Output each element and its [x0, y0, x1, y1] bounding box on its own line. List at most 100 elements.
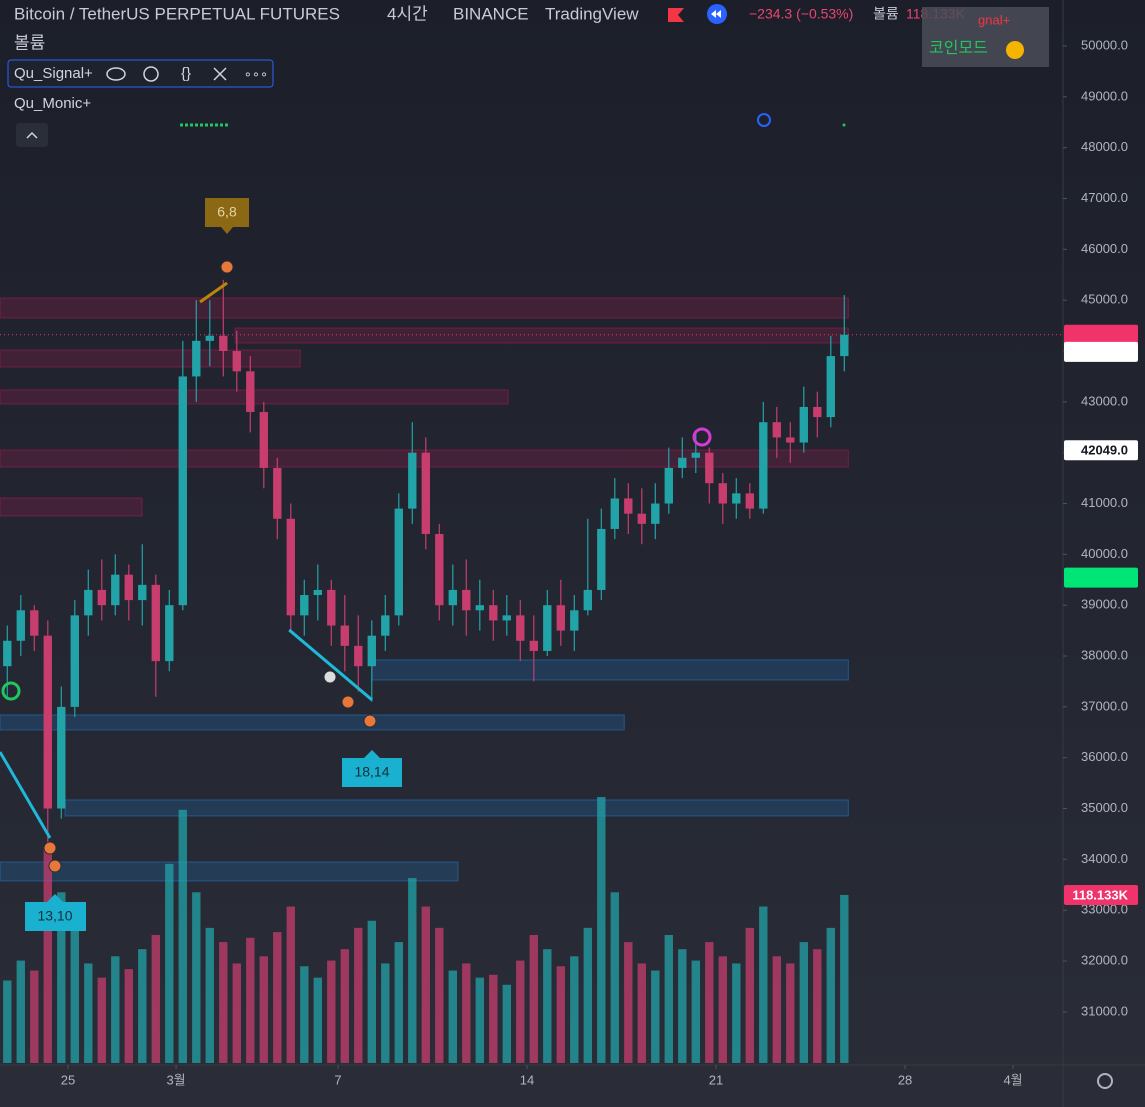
candle-body — [178, 376, 187, 606]
zone — [0, 297, 849, 319]
volume-bar — [151, 934, 160, 1063]
volume-bar — [394, 942, 403, 1063]
volume-bar — [448, 970, 457, 1063]
more-icon[interactable]: ∘∘∘ — [244, 66, 268, 81]
candle-body — [624, 498, 633, 514]
indicator-name[interactable]: Qu_Monic+ — [14, 95, 91, 112]
price-badge — [1064, 324, 1138, 345]
collapse-button[interactable] — [16, 123, 48, 147]
collapse-arrow — [26, 131, 38, 139]
candle-body — [475, 605, 484, 611]
candle-body — [16, 610, 25, 641]
candle-body — [718, 483, 727, 504]
zone — [0, 497, 143, 517]
candle-body — [705, 452, 714, 484]
flag-icon[interactable] — [668, 8, 684, 22]
candle-body — [556, 605, 565, 631]
x-tick-label: 3월 — [166, 1072, 185, 1087]
candle-body — [840, 334, 849, 357]
volume-bar — [111, 956, 120, 1063]
volume-bar — [556, 966, 565, 1063]
volume-bar — [286, 906, 295, 1063]
candle-body — [246, 371, 255, 413]
source-icon[interactable]: {} — [181, 65, 191, 82]
candle-body — [165, 605, 174, 662]
candle-body — [826, 356, 835, 418]
candle-body — [313, 589, 322, 596]
volume-bar — [516, 960, 525, 1063]
exchange: BINANCE — [453, 4, 529, 23]
volume-bar — [718, 956, 727, 1063]
zone — [234, 327, 849, 344]
volume-bar — [30, 970, 39, 1063]
volume-bar — [16, 960, 25, 1063]
volume-bar — [705, 942, 714, 1063]
volume-bar — [70, 927, 79, 1063]
pane-label: 볼륨 — [14, 33, 45, 52]
plot-area — [0, 279, 1063, 1063]
indicator-name[interactable]: Qu_Signal+ — [14, 65, 93, 82]
y-tick-label: 37000.0 — [1081, 698, 1128, 713]
y-tick-label: 35000.0 — [1081, 800, 1128, 815]
volume-bar — [840, 894, 849, 1063]
y-tick-label: 46000.0 — [1081, 241, 1128, 256]
zone — [0, 714, 625, 731]
medal-icon — [48, 859, 62, 873]
volume-label: 볼륨 — [873, 6, 899, 22]
candle-body — [583, 589, 592, 611]
volume-bar — [367, 920, 376, 1063]
candle-body — [786, 437, 795, 443]
annotation-box — [25, 894, 86, 931]
y-tick-label: 43000.0 — [1081, 393, 1128, 408]
candle-body — [286, 518, 295, 616]
y-tick-label: 34000.0 — [1081, 851, 1128, 866]
x-tick-label: 25 — [61, 1072, 75, 1087]
volume-bar — [97, 977, 106, 1063]
trendline — [199, 281, 228, 304]
candle-body — [30, 610, 39, 636]
candle-body — [219, 335, 228, 352]
zone — [0, 349, 301, 368]
medals — [43, 260, 377, 873]
volume-bar — [489, 974, 498, 1063]
candle-body — [489, 605, 498, 621]
signal-circle — [757, 113, 771, 127]
candle-body — [664, 467, 673, 504]
interval[interactable]: 4시간 — [387, 4, 428, 23]
volume-bar — [340, 949, 349, 1063]
candle-body — [394, 508, 403, 616]
candle-body — [138, 584, 147, 601]
candle-body — [637, 513, 646, 524]
candle-body — [759, 422, 768, 509]
indicator-box[interactable] — [7, 59, 274, 88]
volume-bar — [300, 966, 309, 1063]
volume-bar — [192, 892, 201, 1063]
volume-bar — [219, 942, 228, 1063]
eye-icon[interactable] — [106, 67, 126, 81]
remove-icon[interactable] — [213, 67, 227, 81]
volume-bar — [381, 963, 390, 1063]
y-tick-label: 36000.0 — [1081, 749, 1128, 764]
y-tick-label: 50000.0 — [1081, 37, 1128, 52]
volume-bar — [232, 963, 241, 1063]
overlay-mode: 코인모드 — [929, 39, 988, 57]
volume-bar — [651, 970, 660, 1063]
settings-icon[interactable] — [1097, 1073, 1113, 1089]
annotation: 18,14 — [354, 764, 389, 780]
volume-bar — [435, 927, 444, 1063]
y-tick-label: 47000.0 — [1081, 190, 1128, 205]
candle-body — [151, 584, 160, 662]
volume-bar — [543, 949, 552, 1063]
medal-icon — [43, 841, 57, 855]
signal-circle — [1, 681, 21, 701]
volume-bar — [205, 927, 214, 1063]
y-tick-label: 32000.0 — [1081, 952, 1128, 967]
candle-body — [502, 615, 511, 621]
y-tick-label: 33000.0 — [1081, 902, 1128, 917]
volume-bar — [678, 949, 687, 1063]
settings-icon[interactable] — [143, 66, 159, 82]
candle-body — [732, 493, 741, 504]
price-change: −234.3 (−0.53%) — [749, 6, 853, 22]
volume-bar — [772, 956, 781, 1063]
